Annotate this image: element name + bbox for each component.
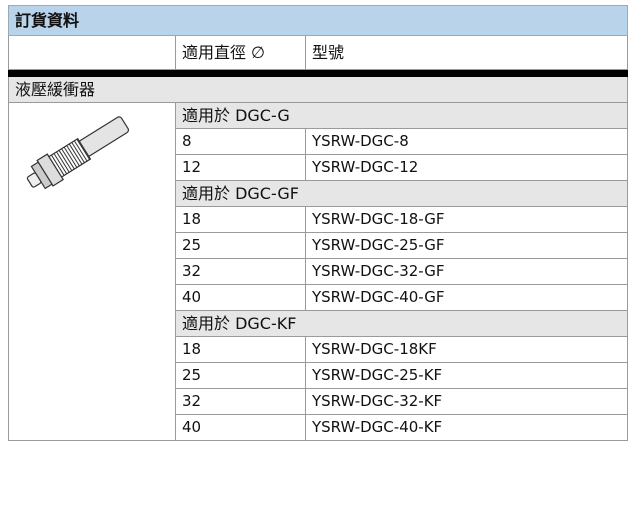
order-table: 訂貨資料 適用直徑 ∅ 型號 液壓緩衝器 適用於 DGC-G 8 YSRW-DGC-… bbox=[8, 5, 628, 441]
model: YSRW-DGC-32-GF bbox=[305, 258, 628, 285]
diameter: 25 bbox=[175, 232, 306, 259]
header-cell: 型號 bbox=[305, 35, 628, 70]
diameter: 32 bbox=[175, 258, 306, 285]
diameter: 32 bbox=[175, 388, 306, 415]
table: 訂貨資料 適用直徑 ∅ 型號 液壓緩衝器 適用於 DGC-G 8 YSRW-DGC-… bbox=[8, 5, 628, 441]
model: YSRW-DGC-8 bbox=[305, 128, 628, 155]
section-title: 液壓緩衝器 bbox=[8, 76, 628, 103]
item-row: 12 YSRW-DGC-12 bbox=[9, 154, 628, 181]
diameter: 18 bbox=[175, 336, 306, 363]
item-row: 25 YSRW-DGC-25-GF bbox=[9, 232, 628, 259]
header-cell: 適用直徑 ∅ bbox=[175, 35, 306, 70]
group-row: 適用於 DGC-KF bbox=[9, 310, 628, 337]
item-row: 18 YSRW-DGC-18KF bbox=[9, 336, 628, 363]
model: YSRW-DGC-12 bbox=[305, 154, 628, 181]
model: YSRW-DGC-25-GF bbox=[305, 232, 628, 259]
diameter: 18 bbox=[175, 206, 306, 233]
title: 訂貨資料 bbox=[8, 5, 628, 36]
diameter: 40 bbox=[175, 284, 306, 311]
group-row: 適用於 DGC-G bbox=[8, 102, 628, 441]
section-row: 液壓緩衝器 bbox=[8, 76, 628, 103]
group-row: 適用於 DGC-GF bbox=[9, 180, 628, 207]
item-row: 25 YSRW-DGC-25-KF bbox=[9, 362, 628, 389]
item-row: 40 YSRW-DGC-40-GF bbox=[9, 284, 628, 311]
item-row: 8 YSRW-DGC-8 bbox=[9, 128, 628, 155]
model: YSRW-DGC-18KF bbox=[305, 336, 628, 363]
model: YSRW-DGC-40-GF bbox=[305, 284, 628, 311]
diameter: 40 bbox=[175, 414, 306, 441]
item-row: 40 YSRW-DGC-40-KF bbox=[9, 414, 628, 441]
model: YSRW-DGC-40-KF bbox=[305, 414, 628, 441]
group-label: 適用於 DGC-KF bbox=[175, 310, 628, 337]
divider bbox=[8, 69, 628, 77]
model: YSRW-DGC-18-GF bbox=[305, 206, 628, 233]
header-empty bbox=[8, 35, 176, 70]
group-label: 適用於 DGC-GF bbox=[175, 180, 628, 207]
group-label: 適用於 DGC-G bbox=[175, 102, 628, 129]
model: YSRW-DGC-25-KF bbox=[305, 362, 628, 389]
product-image-cell bbox=[8, 102, 176, 441]
diameter: 12 bbox=[175, 154, 306, 181]
header-row: 適用直徑 ∅ 型號 bbox=[8, 35, 628, 70]
model: YSRW-DGC-32-KF bbox=[305, 388, 628, 415]
product-image bbox=[26, 116, 130, 190]
item-row: 32 YSRW-DGC-32-GF bbox=[9, 258, 628, 285]
title-row: 訂貨資料 bbox=[8, 5, 628, 36]
item-row: 18 YSRW-DGC-18-GF bbox=[9, 206, 628, 233]
diameter: 25 bbox=[175, 362, 306, 389]
diameter: 8 bbox=[175, 128, 306, 155]
